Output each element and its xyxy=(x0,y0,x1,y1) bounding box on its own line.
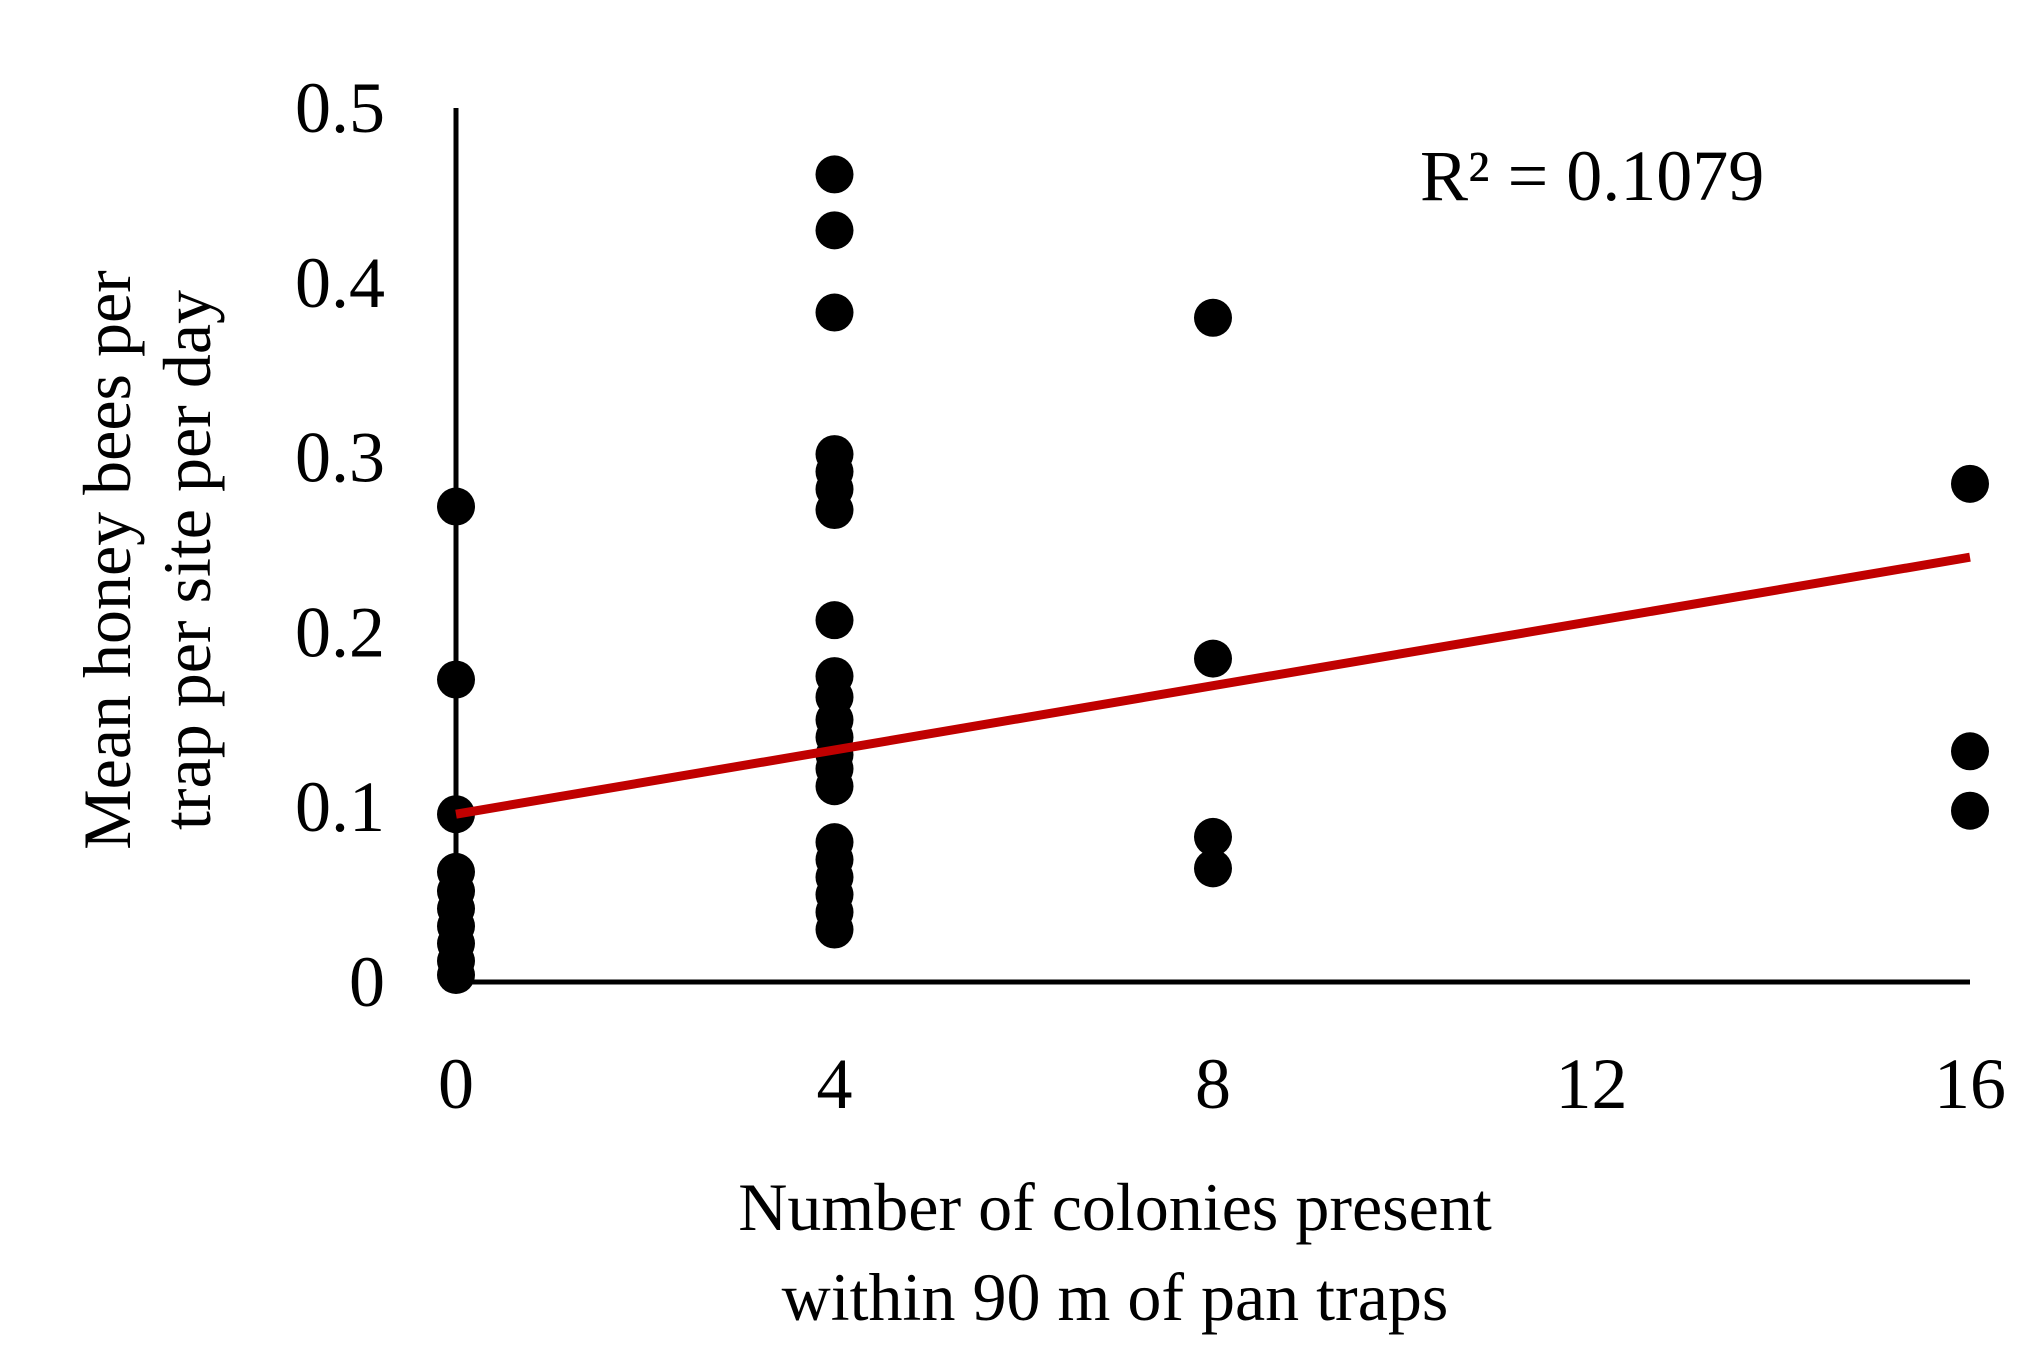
y-axis-title-line-1: Mean honey bees per xyxy=(69,270,145,850)
x-tick-label: 12 xyxy=(1556,1044,1628,1124)
y-axis-title-line-2: trap per site per day xyxy=(149,290,225,830)
data-points xyxy=(437,155,1989,995)
x-tick-label: 8 xyxy=(1195,1044,1231,1124)
data-point xyxy=(1194,849,1232,888)
y-axis-title: Mean honey bees per trap per site per da… xyxy=(69,270,225,850)
x-tick-label: 4 xyxy=(817,1044,853,1124)
data-point xyxy=(1951,464,1989,503)
y-tick-label: 0.2 xyxy=(295,592,385,672)
y-tick-label: 0.1 xyxy=(295,767,385,847)
y-tick-label: 0.4 xyxy=(295,243,385,323)
x-axis-title-line-1: Number of colonies present xyxy=(738,1169,1492,1245)
x-tick-label: 0 xyxy=(438,1044,474,1124)
y-tick-label: 0.3 xyxy=(295,418,385,498)
data-point xyxy=(815,910,854,949)
data-point xyxy=(815,293,854,332)
y-tick-label: 0 xyxy=(349,942,385,1022)
data-point xyxy=(1951,791,1989,830)
data-point xyxy=(1951,732,1989,771)
data-point xyxy=(1194,639,1232,678)
data-point xyxy=(437,660,475,699)
data-point xyxy=(815,491,854,530)
data-point xyxy=(1194,817,1232,856)
x-axis-title-line-2: within 90 m of pan traps xyxy=(782,1259,1449,1335)
trendline xyxy=(455,552,1971,819)
x-axis-title: Number of colonies present within 90 m o… xyxy=(738,1169,1492,1335)
x-tick-label: 16 xyxy=(1934,1044,2006,1124)
data-point xyxy=(437,487,475,526)
data-point xyxy=(815,767,854,806)
data-point xyxy=(815,601,854,640)
r-squared-annotation: R² = 0.1079 xyxy=(1420,136,1764,216)
y-tick-label: 0.5 xyxy=(295,68,385,148)
y-tick-labels: 0 0.1 0.2 0.3 0.4 0.5 xyxy=(295,68,385,1022)
x-tick-labels: 0 4 8 12 16 xyxy=(438,1044,2006,1124)
data-point xyxy=(437,956,475,995)
data-point xyxy=(815,155,854,194)
data-point xyxy=(1194,298,1232,337)
data-point xyxy=(815,211,854,250)
